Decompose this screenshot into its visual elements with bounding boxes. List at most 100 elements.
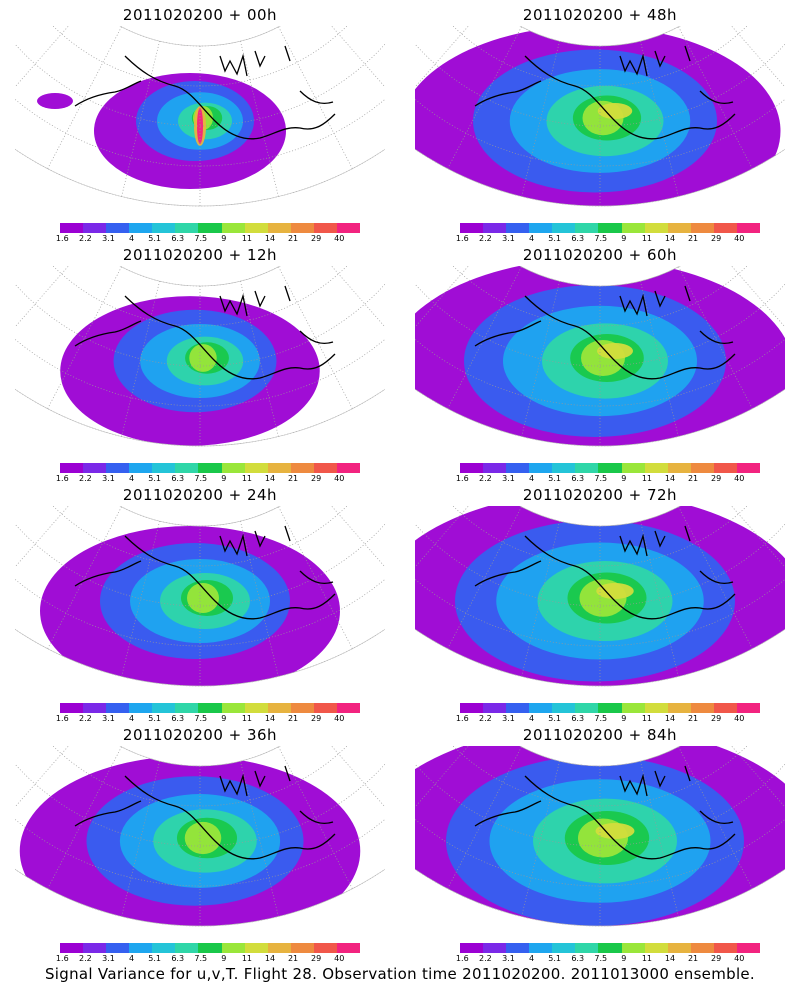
- variance-contour: [597, 103, 633, 119]
- forecast-panel: 2011020200 + 36h 1.6 2.2 3.1 4 5.1 6.3 7.5 9 11 14…: [0, 720, 400, 963]
- colorbar-tick-label: 29: [711, 954, 722, 963]
- colorbar-swatch: [460, 223, 484, 233]
- colorbar-tick-label: 11: [641, 474, 653, 483]
- colorbar-swatch: [529, 463, 553, 473]
- longitude-gridline: [339, 266, 385, 305]
- colorbar-swatch: [690, 703, 714, 713]
- colorbar-swatch: [667, 463, 691, 473]
- colorbar-labels: 1.6 2.2 3.1 4 5.1 6.3 7.5 9 11 14 21 29 40: [456, 474, 760, 484]
- latitude-gridline: [119, 266, 281, 287]
- colorbar: [460, 463, 761, 473]
- colorbar-tick-label: 14: [664, 474, 676, 483]
- colorbar-swatch: [621, 943, 645, 953]
- colorbar-swatch: [267, 943, 291, 953]
- colorbar-swatch: [152, 223, 176, 233]
- colorbar-tick-label: 9: [621, 234, 627, 243]
- colorbar-swatch: [552, 703, 576, 713]
- variance-map: [15, 266, 385, 447]
- colorbar-swatch: [152, 943, 176, 953]
- coastline: [74, 525, 336, 620]
- colorbar-swatch: [198, 703, 222, 713]
- colorbar-tick-label: 3.1: [502, 234, 515, 243]
- panel-title: 2011020200 + 48h: [522, 6, 678, 24]
- coastline: [474, 765, 736, 860]
- colorbar-tick-label: 1.6: [55, 474, 69, 483]
- colorbar-swatch: [529, 703, 553, 713]
- colorbar-tick-label: 21: [287, 234, 299, 243]
- colorbar-swatch: [621, 703, 645, 713]
- colorbar-tick-label: 40: [734, 714, 745, 723]
- colorbar-swatch: [129, 943, 153, 953]
- colorbar-swatch: [152, 463, 176, 473]
- colorbar-swatch: [460, 463, 484, 473]
- coastline: [74, 285, 336, 380]
- colorbar-tick-label: 5.1: [548, 474, 561, 483]
- variance-map: [415, 266, 785, 447]
- colorbar-swatch: [336, 943, 361, 953]
- colorbar: [460, 943, 761, 953]
- colorbar-tick-label: 5.1: [548, 714, 561, 723]
- colorbar-tick-label: 6.3: [171, 234, 185, 243]
- colorbar-tick-label: 3.1: [102, 234, 115, 243]
- latitude-gridline: [52, 26, 348, 87]
- colorbar-swatch: [736, 463, 761, 473]
- colorbar-swatch: [506, 703, 530, 713]
- longitude-gridline: [15, 506, 61, 545]
- colorbar-tick-label: 6.3: [171, 474, 185, 483]
- longitude-gridline: [15, 746, 61, 785]
- colorbar-tick-label: 6.3: [571, 954, 585, 963]
- colorbar-tick-label: 40: [734, 234, 745, 243]
- colorbar-swatch: [336, 463, 361, 473]
- colorbar-swatch: [529, 943, 553, 953]
- colorbar-tick-label: 5.1: [148, 714, 161, 723]
- colorbar-tick-label: 4: [528, 714, 535, 723]
- colorbar-tick-label: 7.5: [194, 474, 208, 483]
- colorbar-labels: 1.6 2.2 3.1 4 5.1 6.3 7.5 9 11 14 21 29 40: [56, 714, 360, 724]
- colorbar-swatch: [644, 223, 668, 233]
- colorbar-tick-label: 14: [264, 954, 276, 963]
- colorbar-tick-label: 40: [334, 714, 345, 723]
- colorbar: [460, 703, 761, 713]
- colorbar-swatch: [713, 223, 737, 233]
- panel-title: 2011020200 + 12h: [122, 246, 278, 264]
- longitude-gridline: [339, 26, 385, 65]
- colorbar-swatch: [106, 943, 130, 953]
- colorbar-tick-label: 9: [221, 954, 227, 963]
- panel-title: 2011020200 + 24h: [122, 486, 278, 504]
- longitude-gridline: [15, 26, 61, 65]
- colorbar-swatch: [644, 943, 668, 953]
- variance-map: [15, 26, 385, 207]
- colorbar-swatch: [106, 223, 130, 233]
- colorbar-swatch: [460, 943, 484, 953]
- latitude-gridline: [119, 746, 281, 767]
- colorbar-tick-label: 3.1: [102, 474, 115, 483]
- colorbar-labels: 1.6 2.2 3.1 4 5.1 6.3 7.5 9 11 14 21 29 40: [456, 234, 760, 244]
- colorbar-tick-label: 4: [128, 954, 135, 963]
- colorbar-swatch: [83, 703, 107, 713]
- colorbar-tick-label: 2.2: [79, 234, 92, 243]
- colorbar-tick-label: 2.2: [79, 474, 92, 483]
- colorbar-tick-label: 21: [687, 714, 699, 723]
- colorbar-tick-label: 21: [687, 234, 699, 243]
- colorbar-tick-label: 9: [621, 474, 627, 483]
- forecast-panel: 2011020200 + 72h 1.6 2.2 3.1 4 5.1 6.3 7.5 9 11 14…: [400, 480, 800, 723]
- colorbar-swatch: [483, 223, 507, 233]
- colorbar-swatch: [175, 463, 199, 473]
- colorbar-tick-label: 21: [687, 474, 699, 483]
- colorbar-swatch: [644, 463, 668, 473]
- colorbar-labels: 1.6 2.2 3.1 4 5.1 6.3 7.5 9 11 14 21 29 40: [56, 234, 360, 244]
- latitude-gridline: [52, 506, 348, 567]
- colorbar-swatch: [598, 703, 622, 713]
- colorbar-tick-label: 5.1: [548, 954, 561, 963]
- colorbar-swatch: [60, 223, 84, 233]
- colorbar-swatch: [713, 943, 737, 953]
- colorbar-tick-label: 2.2: [479, 234, 492, 243]
- colorbar-swatch: [598, 943, 622, 953]
- colorbar-swatch: [221, 943, 245, 953]
- colorbar-swatch: [529, 223, 553, 233]
- colorbar-swatch: [336, 703, 361, 713]
- variance-contour: [595, 823, 635, 839]
- map-border: [415, 746, 785, 927]
- colorbar-tick-label: 9: [621, 954, 627, 963]
- variance-map: [415, 746, 785, 927]
